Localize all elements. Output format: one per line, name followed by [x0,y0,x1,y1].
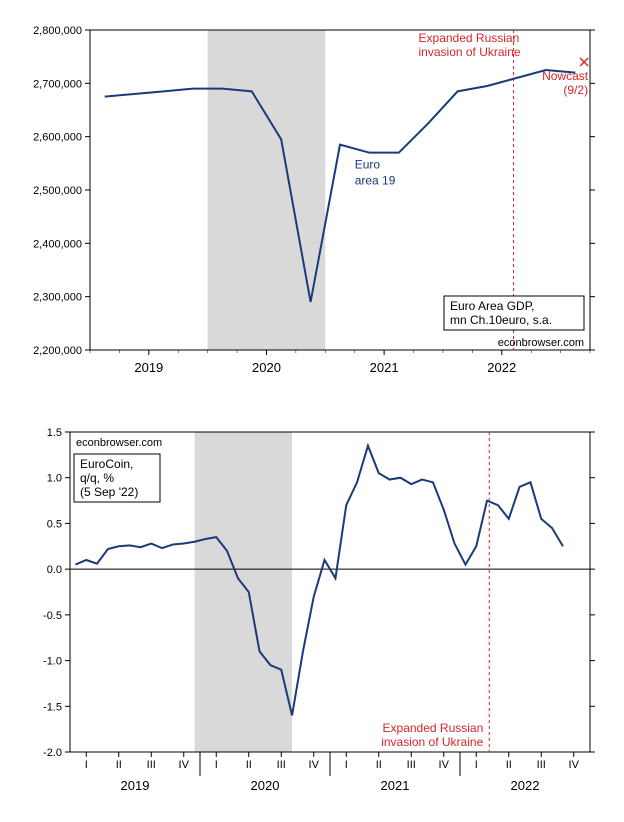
legend-line-3: (5 Sep '22) [80,485,138,499]
eurocoin-chart-svg: -2.0-1.5-1.0-0.50.00.51.01.5IIIIIIIVIIII… [10,412,614,812]
quarter-label: III [147,759,156,771]
quarter-label: II [376,759,382,771]
y-tick-label: 2,700,000 [33,78,82,90]
y-tick-label: 1.0 [47,473,62,485]
gdp-series [105,70,576,302]
x-year-label: 2022 [511,778,540,793]
recession-shade [195,432,292,752]
y-tick-label: 2,400,000 [33,238,82,250]
event-annot-2: invasion of Ukraine [419,45,521,59]
quarter-label: IV [439,759,450,771]
x-year-label: 2021 [381,778,410,793]
quarter-label: I [475,759,478,771]
source-label: econbrowser.com [76,437,162,449]
y-tick-label: 2,500,000 [33,185,82,197]
y-tick-label: -0.5 [43,610,62,622]
gdp-chart: 2,200,000 2,300,000 2,400,000 2,500,000 2,60… [10,10,614,400]
quarter-label: IV [179,759,190,771]
series-label-2: area 19 [355,174,396,188]
y-tick-label: 2,800,000 [33,25,82,37]
event-annot-1: Expanded Russian [383,721,484,735]
series-label-1: Euro [355,158,381,172]
quarter-label: II [116,759,122,771]
quarter-label: III [537,759,546,771]
x-year-label: 2019 [134,360,163,375]
legend-line-2: mn Ch.10euro, s.a. [450,313,552,327]
quarter-label: I [215,759,218,771]
recession-shade [208,30,326,350]
eurocoin-chart: -2.0-1.5-1.0-0.50.00.51.01.5IIIIIIIVIIII… [10,412,614,812]
y-tick-label: 2,300,000 [33,292,82,304]
quarter-label: II [506,759,512,771]
x-year-label: 2019 [121,778,150,793]
legend-line-1: Euro Area GDP, [450,299,535,313]
x-year-label: 2021 [370,360,399,375]
source-label: econbrowser.com [498,337,584,349]
nowcast-label-1: Nowcast [542,69,589,83]
quarter-label: IV [569,759,580,771]
event-annot-1: Expanded Russian [419,31,520,45]
y-tick-label: -1.5 [43,701,62,713]
event-annot-2: invasion of Ukraine [381,735,483,749]
quarter-label: II [246,759,252,771]
y-tick-label: 1.5 [47,427,62,439]
x-year-label: 2022 [487,360,516,375]
x-year-label: 2020 [251,778,280,793]
legend-line-1: EuroCoin, [80,457,133,471]
x-year-label: 2020 [252,360,281,375]
y-tick-label: 2,200,000 [33,345,82,357]
quarter-label: I [85,759,88,771]
y-tick-label: 2,600,000 [33,132,82,144]
quarter-label: IV [309,759,320,771]
y-tick-label: -2.0 [43,747,62,759]
y-tick-label: 0.5 [47,518,62,530]
gdp-chart-svg: 2,200,000 2,300,000 2,400,000 2,500,000 2,60… [10,10,614,400]
quarter-label: I [345,759,348,771]
quarter-label: III [407,759,416,771]
y-tick-label: 0.0 [47,564,62,576]
legend-line-2: q/q, % [80,471,114,485]
y-tick-label: -1.0 [43,656,62,668]
quarter-label: III [277,759,286,771]
nowcast-label-2: (9/2) [563,83,588,97]
